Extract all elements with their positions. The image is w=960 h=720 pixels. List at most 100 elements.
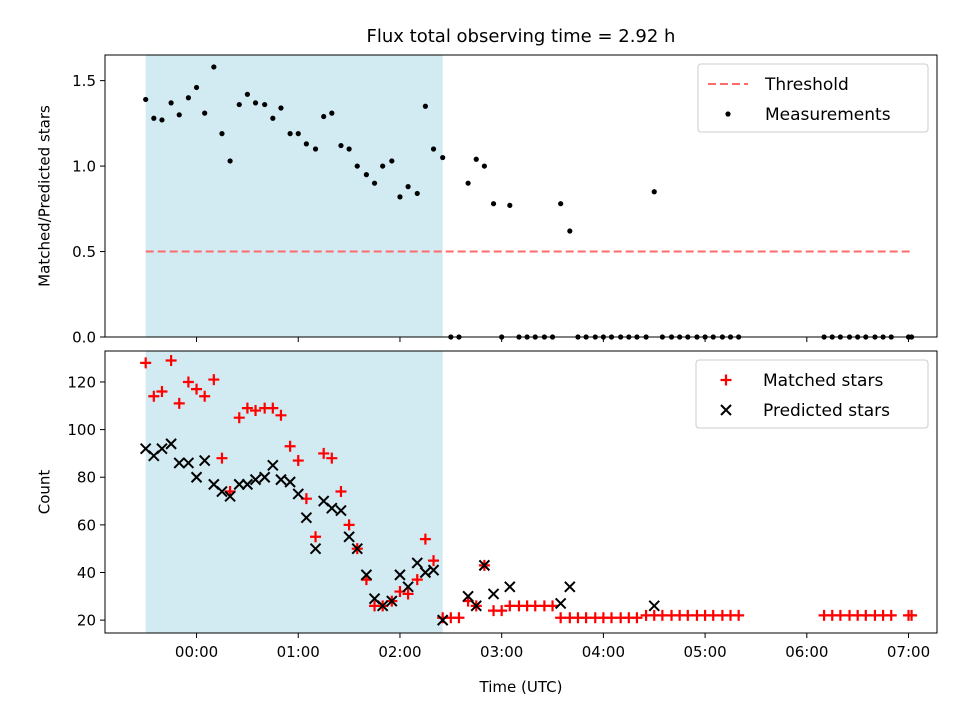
measurement-point xyxy=(363,172,369,178)
x-axis-label: Time (UTC) xyxy=(479,678,563,696)
predicted-star-point xyxy=(284,476,296,488)
measurement-point xyxy=(303,141,309,147)
legend-matched-label: Matched stars xyxy=(763,371,883,391)
matched-star-point xyxy=(241,402,253,414)
predicted-star-point xyxy=(156,442,168,455)
measurement-point xyxy=(481,163,487,169)
matched-star-point xyxy=(326,452,338,464)
legend-matched-swatch xyxy=(720,374,732,386)
chart-title: Flux total observing time = 2.92 h xyxy=(367,26,676,47)
predicted-star-point xyxy=(182,457,195,469)
predicted-star-point xyxy=(241,478,254,491)
predicted-star-point xyxy=(326,502,338,514)
y-tick-label: 60 xyxy=(77,516,96,534)
predicted-star-point xyxy=(419,566,432,579)
predicted-star-point xyxy=(648,600,660,612)
measurement-point xyxy=(219,131,225,137)
matched-star-point xyxy=(182,376,194,388)
predicted-star-point xyxy=(224,490,236,502)
matched-star-point xyxy=(496,605,508,617)
observing-window-shade xyxy=(145,55,443,337)
observing-window-shade xyxy=(145,351,443,633)
x-tick-label: 07:00 xyxy=(887,643,930,661)
matched-star-point xyxy=(402,588,414,600)
matched-star-point xyxy=(631,612,643,624)
predicted-star-point xyxy=(249,473,262,486)
predicted-star-point xyxy=(427,564,440,576)
ratio-marks xyxy=(143,64,915,340)
measurement-point xyxy=(278,105,284,111)
measurement-point xyxy=(405,184,411,190)
matched-star-point xyxy=(173,397,185,409)
predicted-star-point xyxy=(335,504,347,517)
measurement-point xyxy=(558,201,564,207)
measurement-point xyxy=(422,103,428,109)
predicted-star-point xyxy=(554,597,567,610)
predicted-star-point xyxy=(300,512,313,524)
count-y-axis-label: Count xyxy=(35,470,53,515)
x-tick-label: 06:00 xyxy=(785,643,828,661)
matched-star-point xyxy=(165,355,177,367)
y-tick-label: 1.0 xyxy=(72,158,96,176)
measurement-point xyxy=(312,146,319,152)
matched-star-point xyxy=(208,374,220,386)
matched-star-point xyxy=(267,402,279,414)
x-tick-label: 05:00 xyxy=(683,643,726,661)
measurement-point xyxy=(371,180,378,186)
predicted-star-point xyxy=(351,542,363,555)
y-tick-label: 100 xyxy=(67,421,96,439)
matched-star-point xyxy=(318,447,330,459)
y-tick-label: 0.0 xyxy=(72,329,96,347)
legend-predicted-swatch xyxy=(720,404,732,416)
count-marks xyxy=(139,355,918,626)
x-tick-label: 00:00 xyxy=(175,643,218,661)
predicted-star-point xyxy=(216,485,228,498)
measurement-point xyxy=(329,110,335,116)
predicted-star-point xyxy=(343,531,355,543)
measurement-point xyxy=(151,115,157,121)
matched-star-point xyxy=(453,612,465,624)
count-axes-frame xyxy=(104,350,938,634)
measurement-point xyxy=(507,202,513,208)
predicted-star-point xyxy=(267,459,279,472)
predicted-star-point xyxy=(394,569,406,581)
legend-measurement-label: Measurements xyxy=(765,105,891,125)
matched-star-point xyxy=(906,609,918,621)
count-legend: Matched stars Predicted stars xyxy=(695,359,929,429)
count-ticks: 20 40 60 80 100 120 00:00 01:00 02:00 03:00 04:00 0… xyxy=(67,373,930,661)
matched-star-point xyxy=(547,600,559,612)
measurement-point xyxy=(651,189,657,195)
measurement-point xyxy=(380,163,386,169)
y-tick-label: 80 xyxy=(77,469,96,487)
predicted-star-point xyxy=(470,600,482,612)
y-tick-label: 40 xyxy=(77,564,96,582)
matched-star-point xyxy=(284,440,296,452)
x-tick-label: 01:00 xyxy=(277,643,320,661)
matched-star-point xyxy=(292,455,304,467)
predicted-star-point xyxy=(233,478,245,491)
predicted-star-point xyxy=(564,581,576,593)
ratio-y-axis-label: Matched/Predicted stars xyxy=(35,105,53,287)
measurement-point xyxy=(295,131,301,137)
measurement-point xyxy=(252,100,259,106)
matched-star-point xyxy=(885,609,897,621)
x-tick-label: 02:00 xyxy=(378,643,421,661)
measurement-point xyxy=(473,156,479,162)
matched-star-point xyxy=(216,452,228,464)
measurement-point xyxy=(236,101,242,108)
predicted-star-point xyxy=(411,557,423,569)
legend-box xyxy=(697,63,929,133)
matched-star-point xyxy=(411,574,423,586)
measurement-point xyxy=(193,84,200,91)
predicted-star-point xyxy=(402,581,414,593)
measurement-point xyxy=(287,131,293,137)
measurement-point xyxy=(185,95,192,101)
measurement-point xyxy=(270,115,276,121)
predicted-star-point xyxy=(309,542,322,555)
measurement-point xyxy=(354,163,360,169)
measurement-point xyxy=(321,113,327,120)
measurement-point xyxy=(414,190,420,197)
ratio-legend: Threshold Measurements xyxy=(697,63,929,133)
